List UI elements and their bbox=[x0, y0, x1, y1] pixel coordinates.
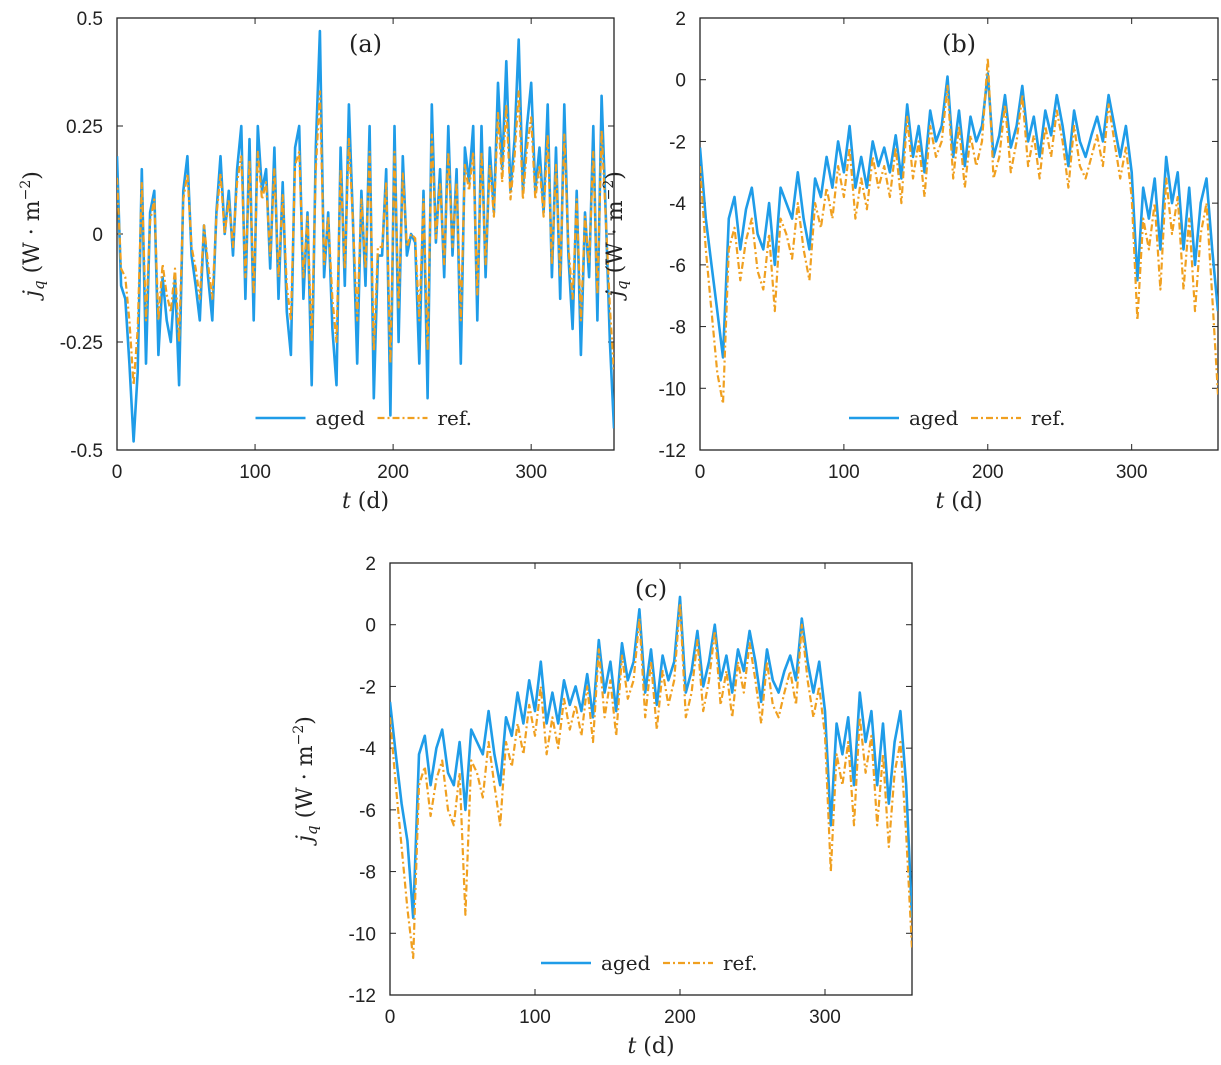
y-tick-label-a: 0.5 bbox=[77, 9, 103, 30]
x-axis-label-c: t (d) bbox=[627, 1034, 674, 1059]
x-tick-label-b: 200 bbox=[972, 462, 1004, 483]
y-tick-label-c: -2 bbox=[359, 677, 376, 698]
series-c bbox=[390, 595, 912, 960]
ticks-c: 0 100 200 300 -12 -10 -8 -6 -4 -2 0 2 bbox=[349, 554, 912, 1028]
legend-c: aged ref. bbox=[541, 951, 757, 975]
aged-series-line-a bbox=[117, 29, 614, 443]
x-axis-label-a: t (d) bbox=[342, 489, 389, 514]
legend-aged-label-c: aged bbox=[601, 951, 651, 975]
legend-ref-label-a: ref. bbox=[438, 406, 472, 430]
y-tick-label-c: -4 bbox=[359, 739, 376, 760]
x-tick-label-a: 300 bbox=[515, 462, 547, 483]
y-tick-label-a: -0.25 bbox=[60, 333, 103, 354]
panel-b: 0 100 200 300-12-10-8-6-4-202 (b) aged ref. … bbox=[601, 9, 1219, 514]
y-tick-label-b: 0 bbox=[675, 71, 686, 92]
y-tick-label-a: -0.5 bbox=[70, 441, 103, 462]
y-tick-label-b: -8 bbox=[669, 318, 686, 339]
panel-a: 0 100 200 300 -0.5 -0.25 0 0.25 0.5 (a) aged ref.… bbox=[18, 9, 615, 514]
ticks-b: 0 100 200 300 -12 -10 -8 -6 -4 -2 0 2 bbox=[659, 9, 1218, 483]
x-tick-label-a: 100 bbox=[239, 462, 271, 483]
axis-labels-b: t (d) jq (W · m−2) bbox=[601, 171, 983, 514]
axis-labels-c: t (d) jq (W · m−2) bbox=[291, 716, 675, 1059]
series-a bbox=[117, 29, 614, 443]
panel-label-a: (a) bbox=[349, 30, 382, 58]
x-tick-label-b: 100 bbox=[828, 462, 860, 483]
panel-label-c: (c) bbox=[635, 575, 667, 603]
y-tick-label-b: -6 bbox=[669, 256, 686, 277]
legend-b: aged ref. bbox=[849, 406, 1065, 430]
plot-frame-c bbox=[389, 562, 913, 996]
x-tick-label-c: 100 bbox=[519, 1007, 551, 1028]
x-tick-label-a: 0 bbox=[112, 462, 123, 483]
y-tick-label-b: -2 bbox=[669, 132, 686, 153]
legend-ref-label-b: ref. bbox=[1031, 406, 1065, 430]
aged-series-line-c bbox=[390, 595, 912, 920]
y-tick-label-c: -8 bbox=[359, 863, 376, 884]
x-tick-label-b: 0 bbox=[695, 462, 706, 483]
aged-series-line-b bbox=[700, 72, 1218, 359]
legend-aged-label-b: aged bbox=[909, 406, 959, 430]
y-tick-label-c: -12 bbox=[349, 986, 376, 1007]
legend-a: aged ref. bbox=[255, 406, 472, 430]
ticks-a: 0 100 200 300 -0.5 -0.25 0 0.25 0.5 bbox=[60, 9, 614, 483]
y-tick-label-c: 2 bbox=[365, 554, 376, 575]
y-tick-label-c: 0 bbox=[365, 616, 376, 637]
y-axis-label-b: jq (W · m−2) bbox=[601, 171, 631, 302]
x-tick-label-a: 200 bbox=[377, 462, 409, 483]
y-axis-label-c: jq (W · m−2) bbox=[291, 716, 321, 847]
y-tick-label-b: -12 bbox=[659, 441, 686, 462]
legend-ref-label-c: ref. bbox=[723, 951, 757, 975]
y-axis-label-a: jq (W · m−2) bbox=[18, 171, 48, 302]
y-tick-label-c: -6 bbox=[359, 801, 376, 822]
plot-frame-b bbox=[699, 17, 1219, 451]
axis-labels-a: t (d) jq (W · m−2) bbox=[18, 171, 389, 514]
y-tick-label-c: -10 bbox=[349, 924, 376, 945]
x-tick-label-c: 200 bbox=[664, 1007, 696, 1028]
y-tick-label-a: 0.25 bbox=[66, 117, 103, 138]
legend-aged-label-a: aged bbox=[316, 406, 366, 430]
y-tick-label-b: -4 bbox=[669, 194, 686, 215]
y-tick-label-b: -10 bbox=[659, 379, 686, 400]
x-tick-label-c: 300 bbox=[809, 1007, 841, 1028]
ref-series-line-a bbox=[117, 90, 614, 387]
x-axis-label-b: t (d) bbox=[935, 489, 982, 514]
y-tick-label-a: 0 bbox=[92, 225, 103, 246]
y-tick-label-b: 2 bbox=[675, 9, 686, 30]
panel-label-b: (b) bbox=[942, 30, 976, 58]
series-b bbox=[700, 56, 1218, 405]
panel-c: 0 100 200 300-12-10-8-6-4-202 (c) aged ref. … bbox=[291, 554, 913, 1059]
ref-series-line-b bbox=[700, 56, 1218, 405]
x-tick-label-b: 300 bbox=[1116, 462, 1148, 483]
x-tick-label-c: 0 bbox=[385, 1007, 396, 1028]
